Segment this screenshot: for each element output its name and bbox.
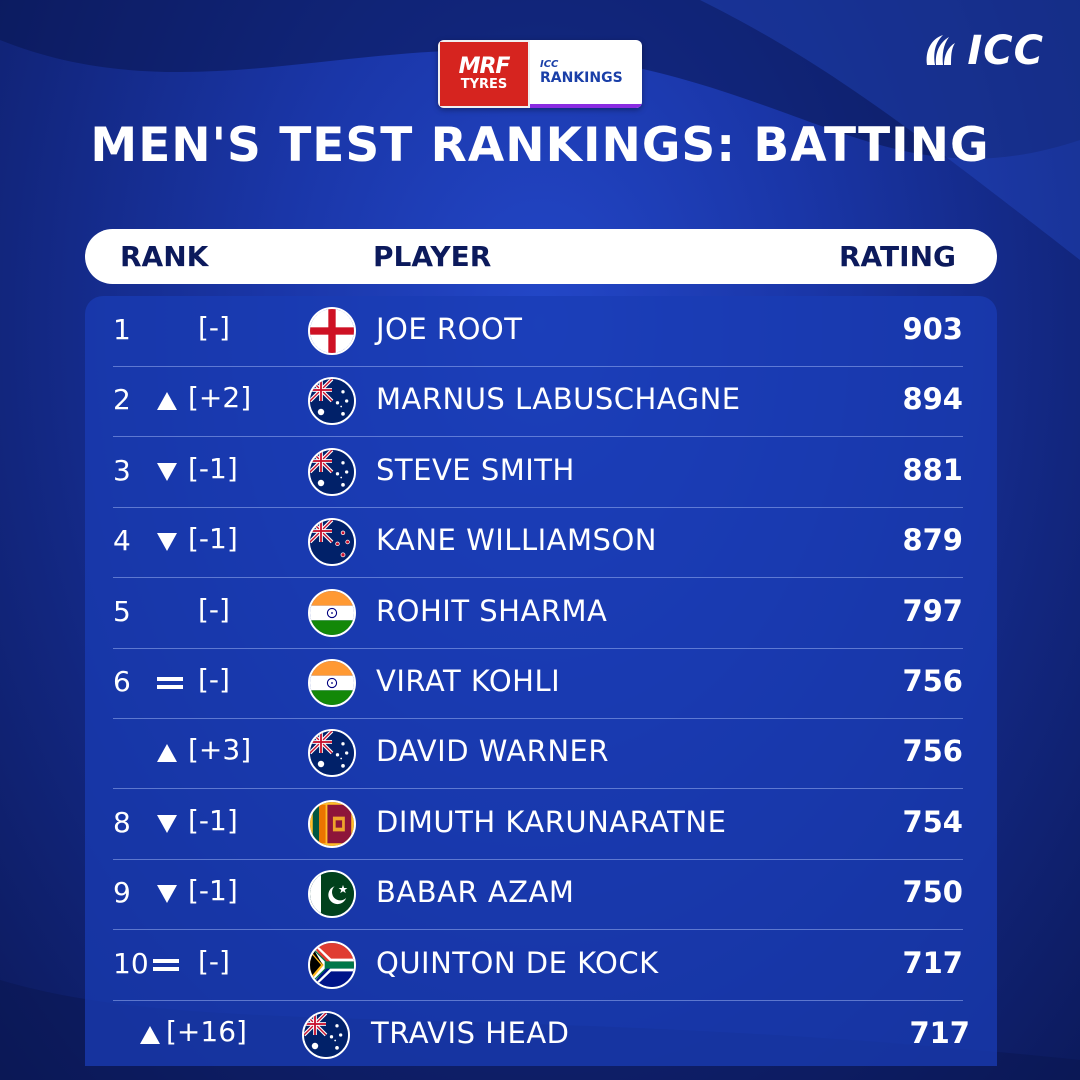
player-name: VIRAT KOHLI [376, 664, 561, 698]
header-rank: RANK [120, 240, 209, 273]
player-rating: 894 [902, 382, 963, 417]
south-africa-flag-icon [308, 940, 356, 989]
player-name: ROHIT SHARMA [376, 593, 608, 628]
pakistan-flag-icon [308, 870, 356, 919]
rank-number: 3 [113, 453, 131, 487]
icc-rankings-logo: ICC RANKINGS [530, 40, 642, 108]
rank-change: [-1] [188, 874, 238, 908]
india-flag-icon [308, 659, 356, 707]
australia-flag-icon [308, 447, 356, 496]
player-rating: 903 [902, 312, 963, 346]
table-row: 10 [-] QUINTON DE KOCK 717 [113, 930, 963, 1001]
arrow-up-icon [157, 744, 177, 763]
player-name: JOE ROOT [376, 312, 523, 346]
arrow-up-icon [140, 1026, 160, 1044]
australia-flag-icon [308, 377, 356, 426]
rank-change: [+3] [188, 733, 252, 767]
rank-change: [-] [198, 311, 230, 344]
table-row: [+16] TRAVIS HEAD 717 [108, 1000, 970, 1070]
tyres-text: TYRES [460, 77, 508, 92]
rank-change: [+2] [188, 381, 252, 415]
table-row: 8 [-1] DIMUTH KARUNARATNE 754 [113, 789, 963, 860]
rankings-table [85, 296, 997, 1066]
australia-flag-icon [308, 729, 356, 778]
icc-logo-text: ICC [967, 28, 1044, 74]
player-name: STEVE SMITH [376, 452, 575, 487]
rank-change: [-1] [188, 803, 238, 837]
rank-number: 9 [113, 876, 131, 910]
rank-change: [+16] [166, 1015, 247, 1048]
sponsor-badge: MRF TYRES ICC RANKINGS [438, 40, 642, 108]
player-rating: 756 [902, 734, 963, 769]
india-flag-icon [308, 588, 356, 637]
table-row: [+3] DAVID WARNER 756 [113, 718, 963, 790]
equal-icon [153, 956, 179, 974]
rank-number: 1 [113, 313, 131, 346]
arrow-down-icon [157, 814, 177, 833]
player-name: DIMUTH KARUNARATNE [376, 804, 727, 839]
rank-number: 6 [113, 665, 131, 698]
header-rating: RATING [839, 240, 956, 273]
table-row: 2 [+2] MARNUS LABUSCHAGNE 894 [113, 366, 963, 438]
table-row: 4 [-1] KANE WILLIAMSON 879 [113, 507, 963, 579]
rank-change: [-] [198, 944, 230, 978]
player-name: BABAR AZAM [376, 875, 575, 910]
player-rating: 754 [902, 804, 963, 839]
icc-emblem-icon [927, 35, 956, 65]
rank-number: 2 [113, 383, 131, 417]
rank-number: 8 [113, 805, 131, 839]
rank-change: [-1] [188, 451, 238, 485]
rank-number: 10 [113, 946, 149, 980]
sri-lanka-flag-icon [308, 799, 356, 848]
icc-small-text: ICC [540, 58, 559, 70]
header-player: PLAYER [373, 240, 492, 273]
player-rating: 879 [902, 523, 963, 558]
player-rating: 797 [902, 593, 963, 628]
australia-flag-icon [302, 1011, 350, 1059]
rank-number: 4 [113, 524, 131, 558]
rankings-text: RANKINGS [540, 69, 623, 86]
rank-change: [-1] [188, 522, 238, 556]
arrow-down-icon [157, 885, 177, 904]
mrf-text: MRF [458, 54, 511, 79]
rank-number: 5 [113, 594, 131, 628]
player-name: MARNUS LABUSCHAGNE [376, 382, 741, 417]
player-name: QUINTON DE KOCK [376, 945, 659, 980]
england-flag-icon [308, 307, 356, 355]
player-rating: 756 [902, 664, 963, 698]
player-name: TRAVIS HEAD [371, 1016, 570, 1050]
player-name: DAVID WARNER [376, 734, 609, 769]
equal-icon [157, 674, 183, 692]
player-rating: 717 [909, 1016, 970, 1050]
new-zealand-flag-icon [308, 518, 356, 567]
table-row: 9 [-1] BABAR AZAM 750 [113, 859, 963, 931]
icc-logo: ICC [921, 28, 1044, 74]
arrow-down-icon [157, 533, 177, 552]
rank-change: [-] [198, 592, 230, 626]
player-rating: 750 [902, 875, 963, 910]
rank-change: [-] [198, 663, 230, 696]
player-rating: 881 [902, 452, 963, 487]
page-title: MEN'S TEST RANKINGS: BATTING [90, 118, 990, 173]
player-name: KANE WILLIAMSON [376, 523, 657, 558]
table-header: RANK PLAYER RATING [85, 229, 997, 284]
player-rating: 717 [902, 945, 963, 980]
table-row: 5 [-] ROHIT SHARMA 797 [113, 578, 963, 649]
table-row: 3 [-1] STEVE SMITH 881 [113, 437, 963, 508]
arrow-down-icon [157, 462, 177, 481]
arrow-up-icon [157, 392, 177, 411]
table-row: 6 [-] VIRAT KOHLI 756 [113, 648, 963, 719]
mrf-tyres-logo: MRF TYRES [438, 40, 530, 108]
table-row: 1 [-] JOE ROOT 903 [113, 296, 963, 367]
